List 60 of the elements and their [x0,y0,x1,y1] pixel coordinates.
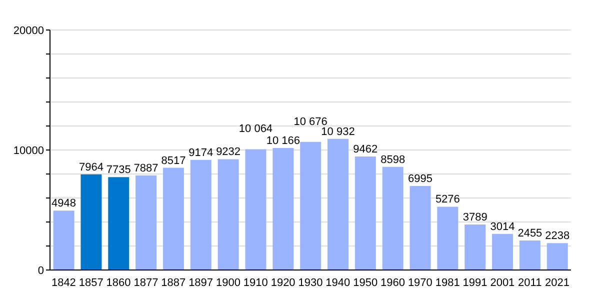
bar [162,168,184,270]
data-label: 7887 [134,162,158,174]
x-tick-label: 1920 [270,276,296,289]
bar [53,210,74,270]
data-label: 3014 [490,220,515,233]
bar [464,224,486,270]
y-tick-label: 20000 [13,24,44,37]
x-tick-label: 1960 [380,276,406,289]
data-label: 3789 [462,212,488,224]
data-label: 8517 [161,154,186,167]
x-tick-label: 1940 [326,276,350,289]
x-tick-label: 1950 [353,276,378,289]
bar [354,156,376,270]
x-tick-label: 2001 [490,276,515,289]
bar [218,159,239,270]
x-tick-label: 1877 [134,276,158,289]
data-label: 10 932 [321,126,355,138]
y-tick-label: 0 [38,264,44,277]
y-tick-label: 10000 [13,144,44,157]
data-label: 10 064 [238,123,273,136]
bar [190,160,212,270]
bar [546,243,568,270]
data-label: 7964 [78,161,104,174]
bar [328,138,348,270]
x-tick-label: 1981 [435,276,460,289]
data-label: 7735 [106,164,131,176]
bar [300,142,322,270]
x-tick-label: 1930 [298,276,323,289]
x-tick-label: 1900 [216,276,240,289]
bar [136,175,157,270]
data-label: 9462 [353,143,378,156]
bar [382,166,404,270]
data-label: 8598 [380,154,406,166]
data-label: 6995 [408,173,433,186]
bar [519,240,540,270]
bar [272,148,294,270]
bar [245,149,266,270]
x-tick-label: 1842 [51,276,76,289]
x-tick-label: 1970 [408,276,432,289]
data-label: 10 166 [266,135,300,148]
data-label: 5276 [435,194,460,206]
x-tick-label: 1887 [161,276,186,289]
bar [410,186,431,270]
x-tick-label: 1991 [462,276,488,289]
data-label: 10 676 [294,116,328,128]
x-tick-label: 2021 [545,276,570,289]
bar [80,174,102,270]
x-tick-label: 1910 [243,276,268,289]
data-label: 9174 [188,146,214,159]
bar [437,206,458,270]
x-tick-label: 1860 [106,276,131,289]
bar [492,234,514,270]
bar [108,177,130,270]
data-label: 9232 [216,146,241,158]
x-tick-label: 2011 [518,276,542,289]
x-tick-label: 1897 [188,276,214,289]
data-label: 2455 [518,228,542,240]
data-label: 4948 [52,198,76,210]
data-label: 2238 [545,230,570,242]
x-tick-label: 1857 [78,276,104,289]
